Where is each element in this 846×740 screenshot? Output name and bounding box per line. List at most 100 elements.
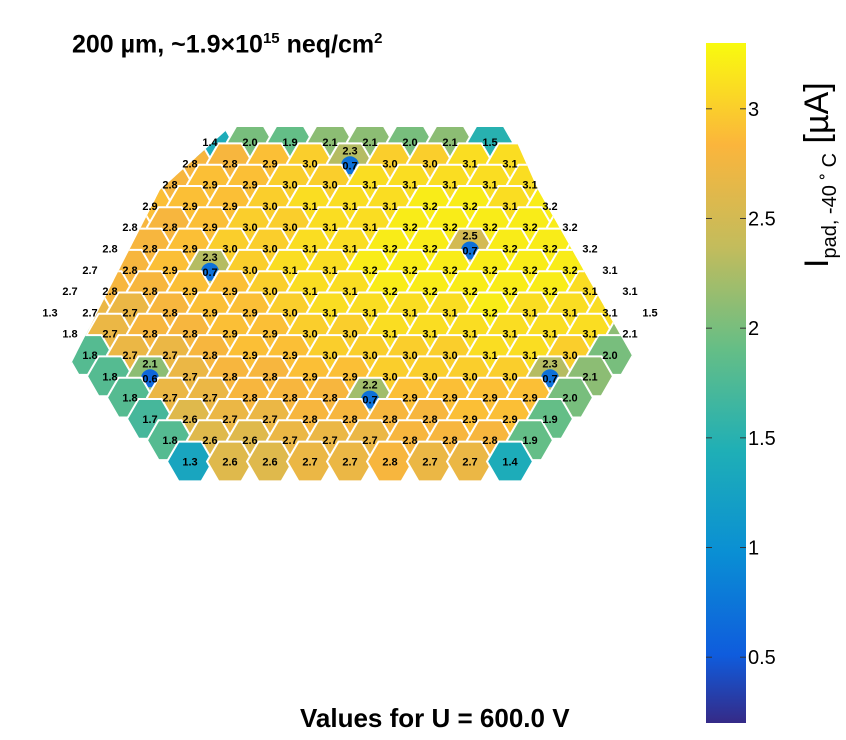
pad-value-label: 2.9 (182, 244, 197, 256)
pad-cell (205, 440, 255, 483)
pad-value-label: 3.0 (362, 350, 377, 362)
pad-value-label: 2.1 (322, 137, 337, 149)
pad-value-label: 3.1 (342, 244, 357, 256)
title-exponent: 15 (262, 30, 280, 47)
pad-value-label: 2.8 (482, 435, 497, 447)
pad-value-label: 3.0 (402, 350, 417, 362)
pad-value-label: 3.1 (562, 307, 577, 319)
colorbar-label-sub: pad, -40 ˚ C (819, 153, 841, 259)
pad-value-label: 2.7 (122, 307, 137, 319)
calibration-center-label: 0.7 (462, 246, 477, 258)
pad-value-label: 2.9 (462, 414, 477, 426)
pad-value-label: 2.6 (262, 457, 277, 469)
pad-value-label: 3.2 (402, 265, 417, 277)
pad-value-label: 2.7 (422, 457, 437, 469)
pad-value-label: 3.1 (582, 329, 597, 341)
colorbar-tick-label: 2 (748, 318, 759, 340)
pad-value-label: 3.0 (422, 158, 437, 170)
pad-value-label: 2.8 (102, 286, 117, 298)
pad-value-label: 3.2 (462, 286, 477, 298)
colorbar-tick-label: 0.5 (748, 647, 776, 669)
pad-value-label: 3.0 (562, 350, 577, 362)
pad-value-label: 2.8 (382, 457, 397, 469)
pad-value-label: 2.9 (222, 286, 237, 298)
colorbar-label-unit: [µA] (798, 82, 836, 153)
pad-value-label: 3.1 (322, 222, 337, 234)
pad-value-label: 1.9 (542, 414, 557, 426)
pad-cell (285, 440, 335, 483)
pad-value-label: 2.8 (182, 158, 197, 170)
pad-value-label: 2.8 (342, 414, 357, 426)
pad-value-label: 3.1 (342, 286, 357, 298)
pad-value-label: 2.1 (442, 137, 457, 149)
pad-value-label: 2.8 (262, 371, 277, 383)
pad-value-label: 3.1 (302, 244, 317, 256)
pad-value-label: 1.3 (182, 457, 197, 469)
pad-value-label: 2.8 (162, 307, 177, 319)
pad-value-label: 2.8 (382, 414, 397, 426)
pad-value-label: 3.1 (322, 307, 337, 319)
pad-value-label: 2.9 (242, 180, 257, 192)
pad-value-label: 3.2 (482, 307, 497, 319)
pad-value-label: 2.6 (182, 414, 197, 426)
pad-value-label: 2.7 (262, 414, 277, 426)
pad-value-label: 3.0 (222, 244, 237, 256)
colorbar-tick-label: 1 (748, 538, 759, 560)
pad-value-label: 3.2 (542, 244, 557, 256)
pad-value-label: 2.7 (182, 371, 197, 383)
pad-value-label: 3.2 (442, 222, 457, 234)
pad-value-label: 3.1 (362, 222, 377, 234)
pad-value-label: 2.1 (362, 137, 377, 149)
pad-value-label: 2.8 (322, 393, 337, 405)
pad-value-label: 3.0 (382, 371, 397, 383)
pad-value-label: 2.8 (142, 329, 157, 341)
pad-value-label: 2.7 (302, 457, 317, 469)
pad-value-label: 3.0 (282, 307, 297, 319)
pad-value-label: 3.1 (442, 307, 457, 319)
pad-value-label: 3.1 (382, 201, 397, 213)
pad-value-label: 1.4 (202, 137, 218, 149)
pad-value-label: 1.8 (102, 371, 117, 383)
pad-value-label: 3.1 (482, 180, 497, 192)
pad-value-label: 3.1 (582, 286, 597, 298)
title-unit-exponent: 2 (374, 30, 383, 47)
pad-value-label: 1.3 (42, 307, 57, 319)
calibration-center-label: 0.7 (342, 160, 357, 172)
pad-value-label: 3.0 (462, 371, 477, 383)
pad-value-label: 2.8 (282, 393, 297, 405)
pad-value-label: 2.9 (342, 371, 357, 383)
pad-value-label: 3.0 (322, 180, 337, 192)
pad-value-label: 2.8 (122, 222, 137, 234)
pad-value-label: 2.9 (222, 201, 237, 213)
pad-value-label: 2.7 (202, 393, 217, 405)
pad-value-label: 3.2 (542, 286, 557, 298)
hexagonal-sensor-map: 1.4 2.0 1.9 2.1 2.1 2.0 2.1 1.5 2.8 2.8 2.9 3.0 2.3 0… (42, 127, 660, 483)
calibration-ring-label: 2.1 (142, 358, 157, 370)
pad-value-label: 2.8 (222, 371, 237, 383)
pad-value-label: 2.8 (422, 414, 437, 426)
pad-value-label: 2.0 (242, 137, 257, 149)
pad-value-label: 2.6 (202, 435, 217, 447)
pad-value-label: 1.9 (522, 435, 537, 447)
pad-value-label: 2.0 (562, 393, 577, 405)
pad-value-label: 2.9 (242, 307, 257, 319)
pad-value-label: 3.2 (422, 286, 437, 298)
pad-cell (365, 440, 415, 483)
pad-value-label: 3.0 (322, 350, 337, 362)
pad-value-label: 3.1 (502, 201, 517, 213)
pad-value-label: 3.2 (382, 286, 397, 298)
pad-value-label: 3.0 (382, 158, 397, 170)
pad-cell (445, 440, 495, 483)
pad-value-label: 3.1 (422, 329, 437, 341)
pad-value-label: 2.8 (122, 265, 137, 277)
pad-value-label: 3.1 (342, 201, 357, 213)
pad-value-label: 2.9 (242, 350, 257, 362)
pad-value-label: 3.2 (542, 201, 557, 213)
pad-value-label: 3.1 (622, 286, 637, 298)
pad-value-label: 2.6 (242, 435, 257, 447)
svg-text:Ipad, -40 ˚ C [µA]: Ipad, -40 ˚ C [µA] (798, 82, 841, 268)
pad-value-label: 2.1 (582, 371, 597, 383)
pad-cell (485, 440, 535, 483)
calibration-ring-label: 2.3 (342, 145, 357, 157)
pad-value-label: 3.2 (482, 222, 497, 234)
